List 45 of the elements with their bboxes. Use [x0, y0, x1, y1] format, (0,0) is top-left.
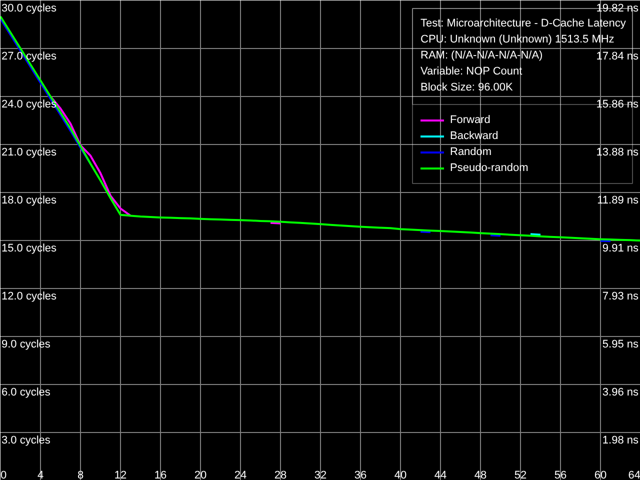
annotation: Block Size: 96.00K — [420, 82, 514, 94]
legend-label: Backward — [450, 130, 498, 142]
y-tick-label: 15.0 cycles — [2, 242, 58, 254]
legend-label: Forward — [450, 114, 490, 126]
x-tick-label: 0 — [0, 470, 7, 480]
y-tick-label: 27.0 cycles — [2, 50, 58, 62]
x-tick-label: 16 — [154, 470, 167, 480]
x-tick-label: 40 — [394, 470, 407, 480]
y-tick-label: 21.0 cycles — [2, 146, 58, 158]
annotation: Variable: NOP Count — [420, 66, 522, 78]
y-tick-label: 18.0 cycles — [2, 194, 58, 206]
y2-tick-label: 19.82 ns — [596, 2, 639, 14]
y2-tick-label: 1.98 ns — [602, 434, 639, 447]
annotation: Test: Microarchitecture - D-Cache Latency — [420, 18, 626, 30]
y-tick-label: 9.0 cycles — [2, 338, 51, 350]
legend-label: Random — [450, 146, 492, 158]
y-tick-label: 6.0 cycles — [2, 386, 51, 398]
y-tick-label: 12.0 cycles — [2, 290, 58, 302]
x-tick-label: 24 — [234, 470, 247, 480]
y2-tick-label: 7.93 ns — [602, 290, 639, 302]
y2-tick-label: 5.95 ns — [602, 338, 639, 350]
x-tick-label: 4 — [37, 470, 44, 480]
x-tick-label: 64 — [628, 470, 640, 480]
x-tick-label: 12 — [114, 470, 127, 480]
x-tick-label: 20 — [194, 470, 207, 480]
x-tick-label: 44 — [434, 470, 447, 480]
y2-tick-label: 15.86 ns — [596, 98, 639, 110]
x-tick-label: 28 — [274, 470, 287, 480]
x-tick-label: 36 — [354, 470, 367, 480]
y2-tick-label: 9.91 ns — [602, 242, 639, 254]
annotation: CPU: Unknown (Unknown) 1513.5 MHz — [420, 34, 614, 46]
x-tick-label: 52 — [514, 470, 527, 480]
x-tick-label: 56 — [554, 470, 567, 480]
y-tick-label: 30.0 cycles — [2, 2, 58, 14]
legend-label: Pseudo-random — [450, 162, 528, 174]
x-tick-label: 32 — [314, 470, 327, 480]
x-tick-label: 8 — [77, 470, 84, 480]
y-tick-label: 3.0 cycles — [2, 434, 51, 446]
y2-tick-label: 13.88 ns — [596, 146, 639, 158]
y2-tick-label: 11.89 ns — [597, 194, 639, 207]
y2-tick-label: 3.96 ns — [602, 386, 639, 399]
annotation: RAM: (N/A-N/A-N/A-N/A) — [420, 50, 543, 62]
x-tick-label: 60 — [594, 470, 607, 480]
x-tick-label: 48 — [474, 470, 487, 480]
y2-tick-label: 17.84 ns — [596, 50, 639, 62]
